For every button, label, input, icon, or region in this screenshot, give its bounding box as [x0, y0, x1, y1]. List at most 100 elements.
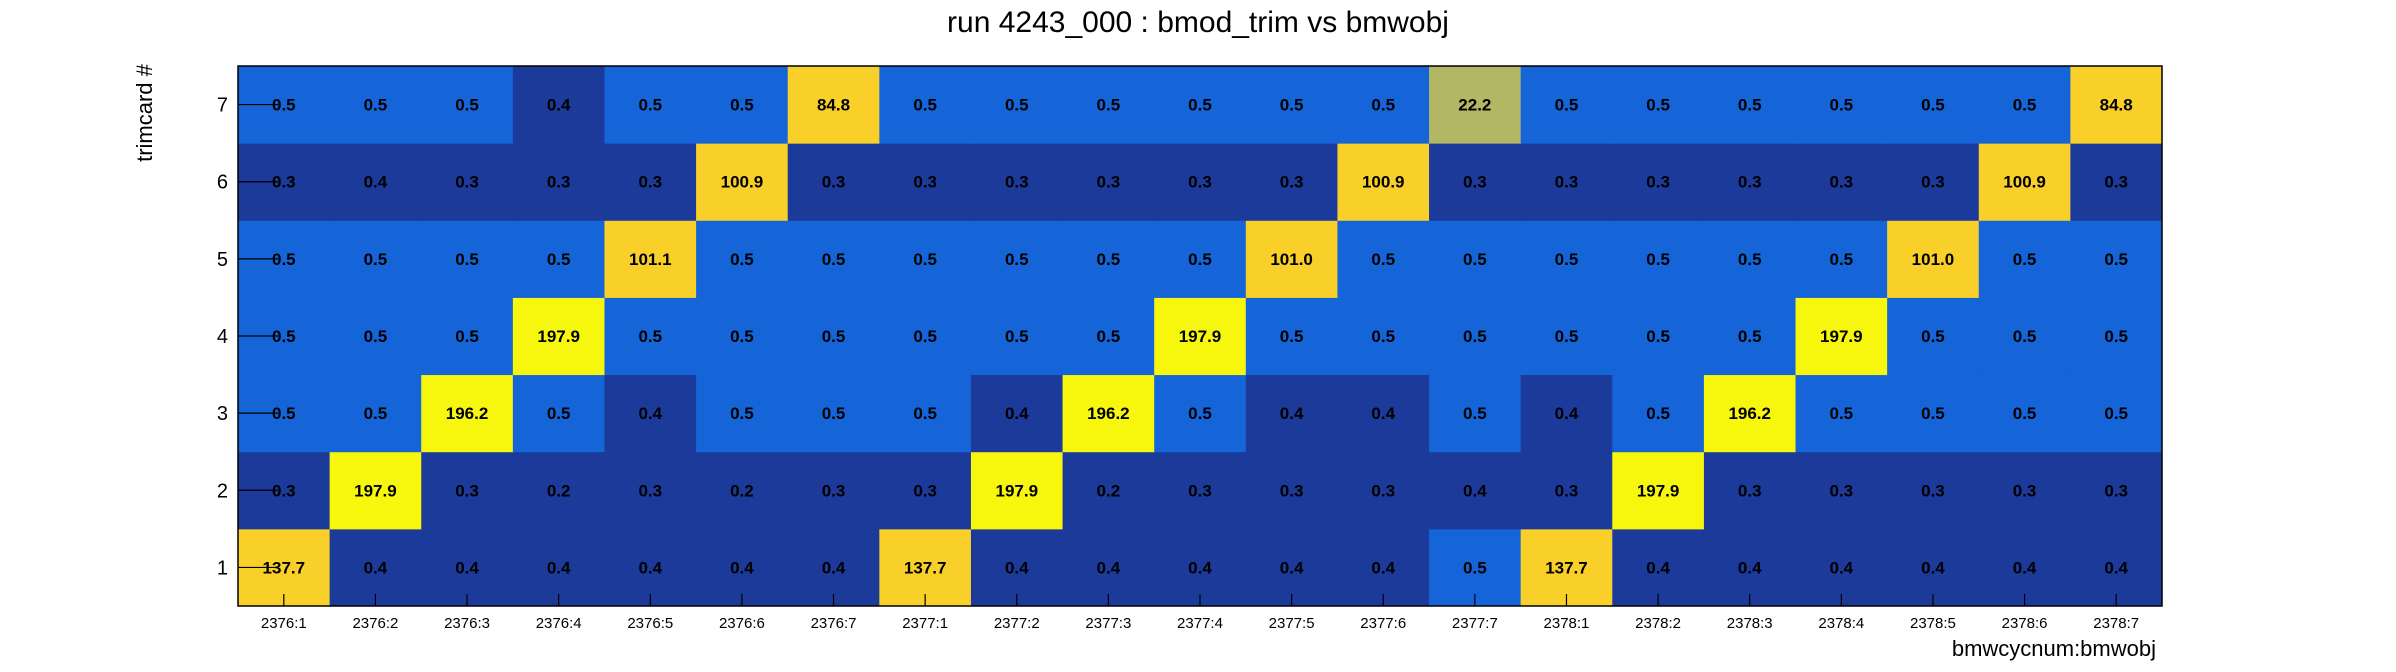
heatmap-cell	[421, 451, 514, 530]
cell-value-label: 0.3	[1280, 481, 1304, 500]
cell-value-label: 0.4	[638, 404, 662, 423]
heatmap-cell	[1887, 220, 1980, 298]
heatmap-cell	[2070, 66, 2163, 144]
cell-value-label: 197.9	[1179, 327, 1222, 346]
heatmap-cell	[1429, 143, 1522, 221]
cell-value-label: 0.4	[1371, 558, 1395, 577]
heatmap-cell	[421, 297, 514, 376]
cell-value-label: 0.4	[1097, 558, 1121, 577]
heatmap-cell	[1887, 66, 1980, 144]
cell-value-label: 0.3	[913, 173, 937, 192]
cell-value-label: 0.5	[1097, 250, 1121, 269]
x-tick-label: 2376:4	[536, 615, 582, 632]
cell-value-label: 0.4	[547, 558, 571, 577]
heatmap-cell	[1795, 297, 1888, 376]
cell-value-label: 0.5	[547, 250, 571, 269]
cell-value-label: 0.5	[272, 404, 296, 423]
heatmap-cell	[1703, 374, 1797, 453]
heatmap-cell	[1612, 374, 1705, 453]
heatmap-cell	[787, 66, 880, 144]
heatmap-cell	[1703, 297, 1797, 376]
heatmap-cell	[1795, 451, 1888, 530]
cell-value-label: 0.5	[2013, 327, 2037, 346]
cell-value-label: 0.5	[364, 250, 388, 269]
heatmap-cell	[2070, 451, 2163, 530]
heatmap-cell	[1245, 220, 1338, 298]
cell-value-label: 84.8	[2100, 96, 2133, 115]
cell-value-label: 84.8	[817, 96, 850, 115]
cell-value-label: 0.5	[455, 250, 479, 269]
cell-value-label: 0.3	[2013, 481, 2037, 500]
cell-value-label: 0.5	[364, 327, 388, 346]
heatmap-cell	[879, 143, 972, 221]
heatmap-cell	[1703, 528, 1797, 607]
cell-value-label: 0.5	[1188, 250, 1212, 269]
heatmap-cell	[1337, 297, 1430, 376]
heatmap-cell	[970, 220, 1064, 298]
x-tick-label: 2378:4	[1818, 615, 1864, 632]
x-tick-label: 2377:5	[1269, 615, 1315, 632]
cell-value-label: 0.5	[730, 404, 754, 423]
cell-value-label: 0.3	[1555, 481, 1579, 500]
cell-value-label: 100.9	[2003, 173, 2046, 192]
cell-value-label: 0.3	[272, 173, 296, 192]
cell-value-label: 0.3	[1188, 173, 1212, 192]
heatmap-cell	[1062, 220, 1155, 298]
heatmap-cell	[1062, 297, 1155, 376]
heatmap-cell	[1429, 66, 1522, 144]
heatmap-cell	[1978, 528, 2071, 607]
cell-value-label: 0.5	[913, 96, 937, 115]
cell-value-label: 0.4	[1280, 558, 1304, 577]
x-axis-title: bmwcycnum:bmwobj	[1952, 636, 2156, 661]
cell-value-label: 0.3	[1555, 173, 1579, 192]
cell-value-label: 0.5	[1463, 327, 1487, 346]
cell-value-label: 0.4	[638, 558, 662, 577]
cell-value-label: 0.5	[1005, 327, 1029, 346]
heatmap-cell	[329, 297, 422, 376]
heatmap-cell	[1337, 220, 1430, 298]
heatmap-cell	[787, 374, 880, 453]
x-tick-label: 2378:7	[2093, 615, 2139, 632]
heatmap-cell	[1612, 451, 1705, 530]
cell-value-label: 0.5	[1646, 327, 1670, 346]
cell-value-label: 0.3	[1646, 173, 1670, 192]
heatmap-cell	[879, 528, 972, 607]
heatmap-cell	[604, 451, 697, 530]
heatmap-cell	[1612, 220, 1705, 298]
heatmap-cell	[787, 297, 880, 376]
cell-value-label: 0.3	[272, 481, 296, 500]
x-tick-label: 2377:3	[1085, 615, 1131, 632]
cell-value-label: 0.5	[1555, 96, 1579, 115]
heatmap-cell	[421, 220, 514, 298]
cell-value-label: 0.5	[1646, 404, 1670, 423]
cell-value-label: 0.4	[1280, 404, 1304, 423]
heatmap-cell-labels: 137.7 0.4 0.4 0.4 0.4 0.4 0.4 137.7 0.4 0.4 0.4 0.4…	[263, 96, 2133, 578]
heatmap-cell	[1520, 66, 1613, 144]
cell-value-label: 0.5	[1738, 96, 1762, 115]
cell-value-label: 0.5	[272, 96, 296, 115]
cell-value-label: 0.5	[913, 327, 937, 346]
heatmap-cell	[1978, 297, 2071, 376]
cell-value-label: 0.3	[638, 481, 662, 500]
heatmap-cell	[970, 451, 1064, 530]
heatmap-cell	[1887, 374, 1980, 453]
cell-value-label: 0.5	[913, 404, 937, 423]
y-tick-label: 4	[217, 326, 228, 348]
heatmap-cell	[970, 66, 1064, 144]
heatmap-cell	[1429, 297, 1522, 376]
cell-value-label: 0.4	[1005, 404, 1029, 423]
heatmap-cell	[787, 220, 880, 298]
cell-value-label: 0.3	[1738, 173, 1762, 192]
heatmap-cell	[787, 451, 880, 530]
cell-value-label: 0.5	[1097, 96, 1121, 115]
y-tick-label: 7	[217, 95, 228, 117]
cell-value-label: 137.7	[904, 558, 947, 577]
x-tick-label: 2377:2	[994, 615, 1040, 632]
heatmap-cell	[1978, 451, 2071, 530]
cell-value-label: 0.5	[2104, 404, 2128, 423]
heatmap-cell	[1887, 297, 1980, 376]
cell-value-label: 0.5	[822, 404, 846, 423]
heatmap-cell	[970, 374, 1064, 453]
cell-value-label: 0.3	[2104, 481, 2128, 500]
heatmap-cell	[604, 66, 697, 144]
